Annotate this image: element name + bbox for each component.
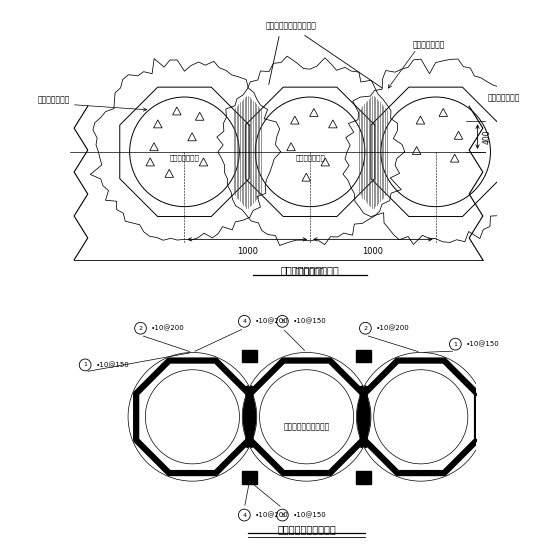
Text: ∙10@150: ∙10@150: [96, 361, 129, 368]
Text: 400: 400: [483, 129, 492, 144]
Text: 4: 4: [242, 319, 246, 324]
Text: 2: 2: [139, 326, 143, 331]
Text: 1: 1: [454, 342, 458, 347]
Text: ∙10@150: ∙10@150: [293, 512, 326, 518]
Text: 后期挖孔桩护壁配筋图: 后期挖孔桩护壁配筋图: [277, 524, 336, 534]
Text: ∙10@200: ∙10@200: [255, 512, 288, 518]
Text: 挖孔桩护壁结构布置图: 挖孔桩护壁结构布置图: [281, 266, 339, 276]
Text: 後先挖孔护壁钢筋范围: 後先挖孔护壁钢筋范围: [283, 423, 330, 431]
Text: 先期挖孔桩护壁交替部分: 先期挖孔桩护壁交替部分: [265, 21, 317, 30]
FancyBboxPatch shape: [242, 472, 257, 484]
Text: 1000: 1000: [237, 247, 258, 256]
Text: 2: 2: [363, 326, 367, 331]
Text: 4: 4: [242, 512, 246, 517]
Text: ∙10@150: ∙10@150: [293, 318, 326, 325]
Text: ∙10@200: ∙10@200: [376, 325, 410, 332]
FancyBboxPatch shape: [356, 472, 372, 484]
Text: ∙10@200: ∙10@200: [255, 318, 288, 325]
Text: 桩距结构间距: 桩距结构间距: [295, 268, 325, 277]
Text: 1000: 1000: [362, 247, 384, 256]
FancyBboxPatch shape: [356, 350, 372, 362]
Text: 1: 1: [83, 363, 87, 368]
Text: 先期完成挖孔桩: 先期完成挖孔桩: [295, 155, 325, 161]
Text: 3: 3: [280, 512, 285, 517]
Text: 先期挖孔桩护壁: 先期挖孔桩护壁: [487, 93, 520, 102]
Text: 先期完成挖孔桩: 先期完成挖孔桩: [170, 155, 199, 161]
Text: 3: 3: [280, 319, 285, 324]
Text: 先期挖孔桩护壁: 先期挖孔桩护壁: [38, 96, 70, 105]
Text: ∙10@200: ∙10@200: [151, 325, 184, 332]
Text: ∙10@150: ∙10@150: [466, 341, 499, 347]
Text: 后期挖孔桩护壁: 后期挖孔桩护壁: [413, 41, 445, 50]
FancyBboxPatch shape: [242, 350, 257, 362]
